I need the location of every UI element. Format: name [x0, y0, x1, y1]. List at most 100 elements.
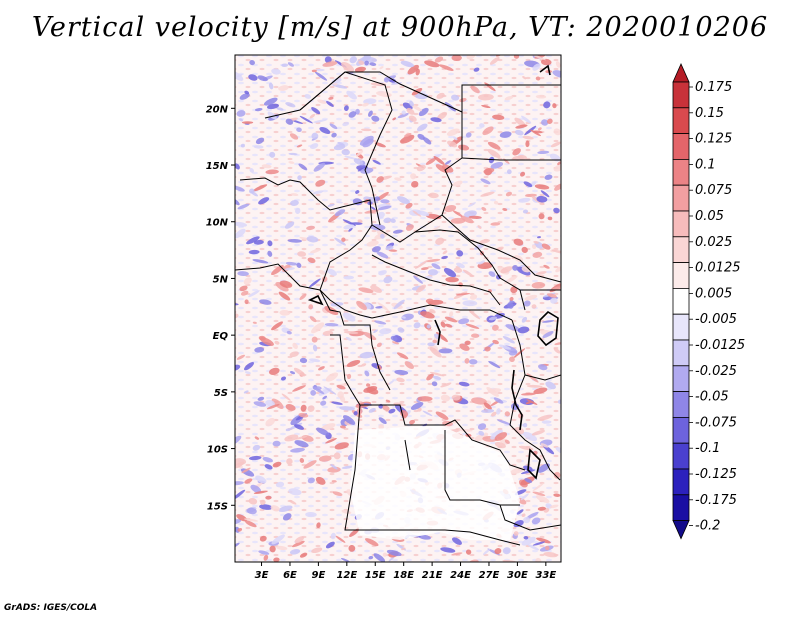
- velocity-cell: [460, 215, 474, 224]
- velocity-cell: [261, 164, 272, 169]
- velocity-cell: [490, 222, 501, 226]
- velocity-cell: [494, 441, 506, 449]
- velocity-cell: [346, 360, 361, 368]
- velocity-cell: [306, 225, 316, 231]
- velocity-cell: [471, 397, 487, 405]
- velocity-cell: [547, 118, 553, 124]
- velocity-cell: [293, 367, 306, 377]
- lat-tick-label: 10N: [206, 218, 229, 229]
- velocity-cell: [244, 478, 253, 484]
- velocity-cell: [360, 167, 374, 174]
- velocity-cell: [355, 108, 360, 115]
- velocity-cell: [474, 244, 485, 250]
- velocity-cell: [258, 335, 266, 341]
- velocity-cell: [379, 66, 384, 70]
- velocity-cell: [290, 447, 305, 453]
- velocity-cell: [400, 60, 415, 68]
- velocity-cell: [420, 267, 429, 270]
- velocity-cell: [422, 137, 432, 145]
- velocity-cell: [502, 208, 508, 212]
- velocity-cell: [527, 544, 540, 551]
- velocity-cell: [397, 327, 405, 333]
- velocity-cell: [523, 536, 529, 540]
- velocity-cell: [263, 97, 278, 106]
- velocity-cell: [344, 155, 358, 160]
- velocity-cell: [260, 499, 266, 505]
- velocity-cell: [305, 512, 317, 518]
- velocity-cell: [298, 163, 308, 171]
- velocity-cell: [413, 275, 423, 284]
- velocity-cell: [343, 275, 355, 280]
- velocity-cell: [278, 85, 289, 91]
- velocity-cell: [551, 286, 561, 291]
- velocity-cell: [409, 100, 414, 107]
- velocity-cell: [371, 246, 381, 253]
- velocity-cell: [258, 197, 270, 205]
- velocity-cell: [235, 458, 247, 466]
- velocity-cell: [477, 225, 482, 229]
- colorbar-segment: [672, 287, 690, 315]
- velocity-cell: [484, 432, 489, 437]
- velocity-cell: [252, 259, 269, 264]
- velocity-cell: [488, 271, 496, 277]
- velocity-cell: [267, 250, 273, 257]
- velocity-cell: [394, 369, 409, 375]
- velocity-cell: [346, 373, 352, 380]
- velocity-cell: [532, 63, 541, 71]
- velocity-cell: [376, 251, 389, 259]
- velocity-cell: [341, 149, 350, 156]
- velocity-cell: [465, 549, 472, 555]
- velocity-cell: [492, 339, 499, 345]
- velocity-cell: [479, 123, 485, 128]
- velocity-cell: [427, 269, 439, 276]
- velocity-cell: [426, 324, 431, 329]
- velocity-cell: [383, 217, 392, 224]
- velocity-cell: [287, 62, 295, 67]
- velocity-cell: [451, 537, 462, 545]
- velocity-cell: [288, 161, 295, 164]
- velocity-cell: [378, 424, 384, 430]
- velocity-cell: [312, 190, 324, 195]
- velocity-cell: [390, 335, 398, 342]
- velocity-cell: [235, 185, 245, 192]
- velocity-cell: [265, 417, 276, 427]
- velocity-cell: [274, 340, 280, 345]
- velocity-cell: [541, 420, 552, 424]
- velocity-cell: [249, 188, 255, 194]
- velocity-cell: [334, 209, 346, 217]
- velocity-cell: [444, 205, 457, 213]
- velocity-cell: [458, 429, 473, 432]
- velocity-cell: [429, 371, 445, 377]
- velocity-cell: [452, 180, 463, 187]
- velocity-cell: [374, 320, 387, 325]
- velocity-cell: [416, 284, 426, 293]
- velocity-cell: [481, 409, 495, 414]
- velocity-cell: [514, 129, 524, 136]
- colorbar-segment: [672, 416, 690, 444]
- velocity-cell: [470, 85, 480, 94]
- velocity-cell: [514, 117, 526, 127]
- velocity-cell: [368, 110, 373, 117]
- velocity-cell: [312, 386, 325, 395]
- velocity-cell: [275, 481, 285, 488]
- velocity-cell: [486, 387, 499, 397]
- velocity-cell: [237, 203, 250, 210]
- velocity-cell: [458, 318, 470, 325]
- velocity-cell: [248, 249, 260, 255]
- velocity-cell: [383, 276, 393, 284]
- lon-tick-label: 12E: [336, 570, 357, 581]
- velocity-cell: [254, 108, 263, 112]
- colorbar-min-arrow: [672, 520, 690, 540]
- velocity-cell: [489, 56, 500, 65]
- velocity-cell: [445, 323, 453, 328]
- lat-tick-label: 10S: [207, 445, 228, 456]
- velocity-cell: [325, 372, 339, 382]
- velocity-cell: [368, 407, 376, 413]
- velocity-cell: [340, 557, 351, 562]
- velocity-cell: [236, 354, 246, 360]
- velocity-cell: [553, 471, 561, 479]
- velocity-cell: [309, 143, 319, 149]
- velocity-cell: [440, 321, 446, 328]
- velocity-cell: [516, 458, 522, 463]
- velocity-cell: [248, 455, 262, 461]
